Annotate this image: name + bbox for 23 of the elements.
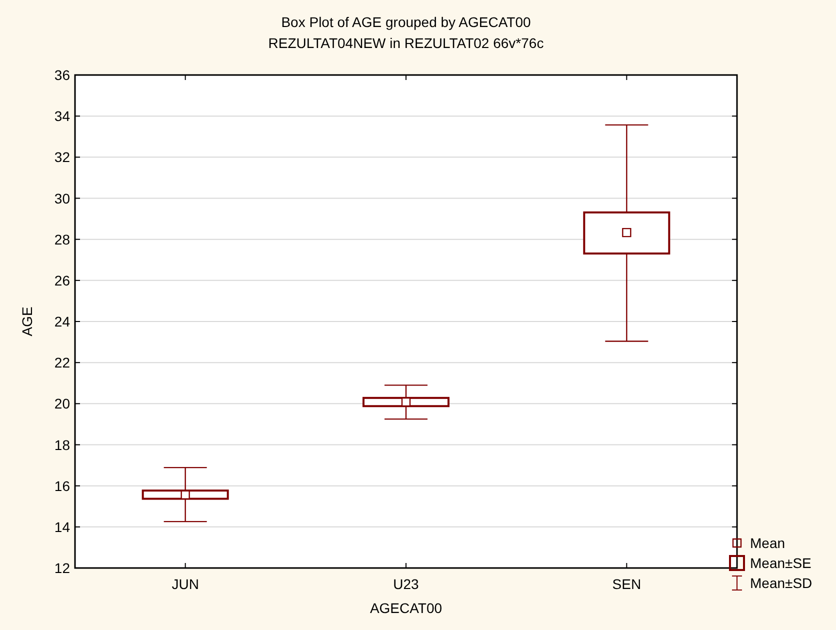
x-tick-label: U23 bbox=[393, 576, 420, 592]
y-tick-label: 34 bbox=[54, 108, 70, 124]
y-tick-label: 24 bbox=[54, 314, 70, 330]
x-axis-title: AGECAT00 bbox=[370, 600, 442, 616]
text: Mean±SD bbox=[750, 575, 812, 591]
y-tick-label: 28 bbox=[54, 231, 70, 248]
y-tick-label: 32 bbox=[54, 149, 70, 166]
x-tick-label: SEN bbox=[612, 576, 642, 592]
chart-subtitle: REZULTAT04NEW in REZULTAT02 66v*76c bbox=[268, 35, 544, 51]
y-tick-label: 14 bbox=[54, 518, 70, 535]
y-tick-label: 36 bbox=[54, 67, 70, 83]
y-tick-label: 12 bbox=[54, 560, 70, 576]
chart-title: Box Plot of AGE grouped by AGECAT00 bbox=[281, 14, 531, 30]
y-tick-label: 30 bbox=[54, 190, 70, 206]
y-axis-title: AGE bbox=[19, 306, 35, 336]
text: Mean±SE bbox=[750, 555, 812, 571]
y-tick-label: 16 bbox=[54, 478, 70, 494]
y-tick-label: 18 bbox=[54, 436, 70, 453]
y-tick-label: 22 bbox=[54, 354, 70, 371]
text: Mean bbox=[750, 535, 786, 551]
y-tick-label: 20 bbox=[54, 396, 70, 412]
x-tick-label: JUN bbox=[172, 576, 199, 592]
y-tick-label: 26 bbox=[54, 272, 70, 288]
